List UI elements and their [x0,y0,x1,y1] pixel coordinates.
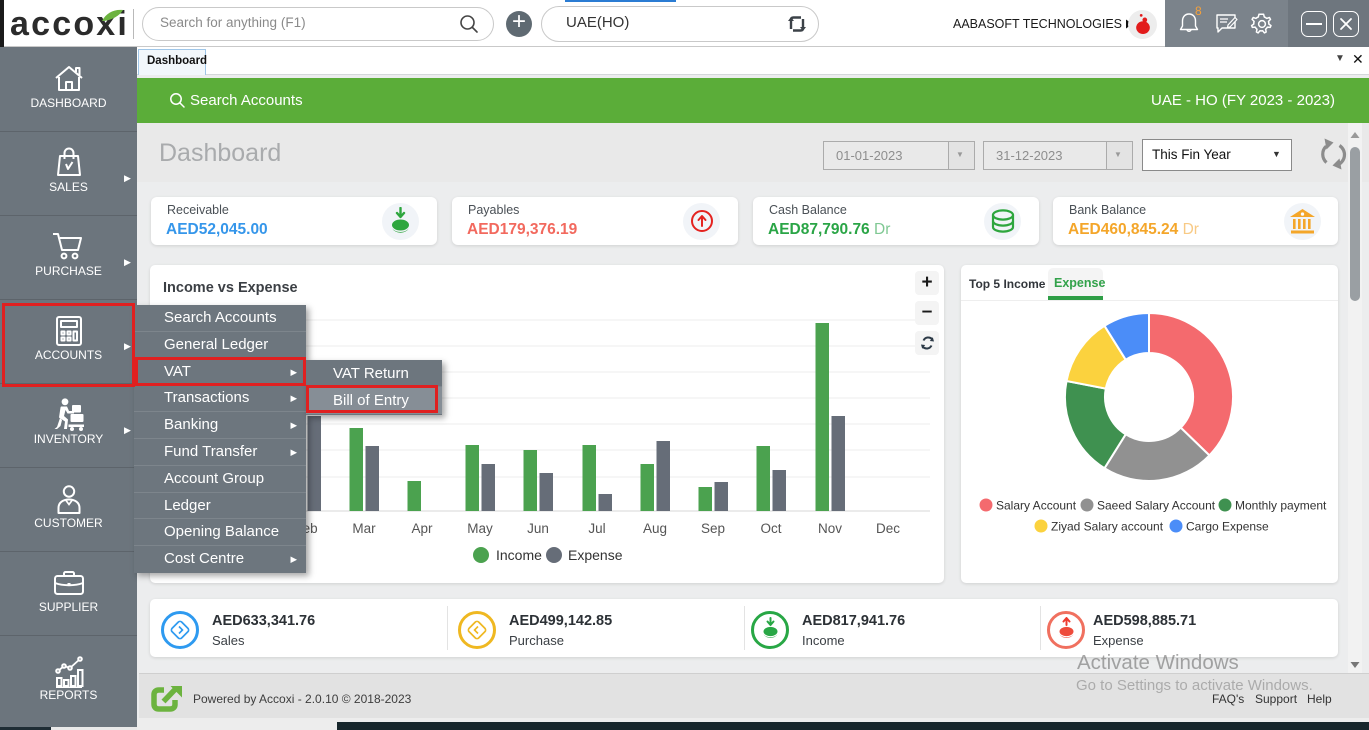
svg-text:Aug: Aug [643,521,667,536]
svg-text:Saeed Salary Account: Saeed Salary Account [1097,499,1216,513]
svg-text:Jul: Jul [588,521,605,536]
svg-text:Apr: Apr [411,521,433,536]
svg-text:Nov: Nov [818,521,842,536]
svg-text:Dec: Dec [876,521,900,536]
svg-text:May: May [467,521,493,536]
svg-text:Ziyad Salary account: Ziyad Salary account [1051,520,1164,534]
svg-text:Monthly payment: Monthly payment [1235,499,1327,513]
svg-text:Oct: Oct [760,521,781,536]
svg-text:Mar: Mar [352,521,376,536]
svg-text:Cargo Expense: Cargo Expense [1186,520,1269,534]
svg-text:Jun: Jun [527,521,549,536]
svg-text:Expense: Expense [568,547,623,563]
svg-text:Sep: Sep [701,521,725,536]
svg-text:Salary Account: Salary Account [996,499,1077,513]
svg-text:Income: Income [496,547,542,563]
